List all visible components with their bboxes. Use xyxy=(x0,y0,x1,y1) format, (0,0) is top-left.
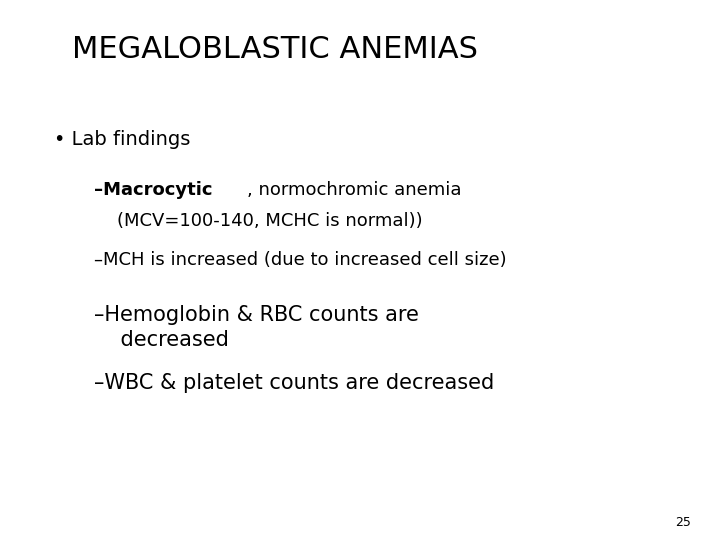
Text: –MCH is increased (due to increased cell size): –MCH is increased (due to increased cell… xyxy=(94,251,506,269)
Text: 25: 25 xyxy=(675,516,691,529)
Text: (MCV=100-140, MCHC is normal)): (MCV=100-140, MCHC is normal)) xyxy=(94,212,422,230)
Text: –Macrocytic: –Macrocytic xyxy=(94,181,212,199)
Text: , normochromic anemia: , normochromic anemia xyxy=(246,181,461,199)
Text: MEGALOBLASTIC ANEMIAS: MEGALOBLASTIC ANEMIAS xyxy=(72,35,478,64)
Text: • Lab findings: • Lab findings xyxy=(54,130,190,148)
Text: –WBC & platelet counts are decreased: –WBC & platelet counts are decreased xyxy=(94,373,494,393)
Text: –Hemoglobin & RBC counts are
    decreased: –Hemoglobin & RBC counts are decreased xyxy=(94,305,418,350)
